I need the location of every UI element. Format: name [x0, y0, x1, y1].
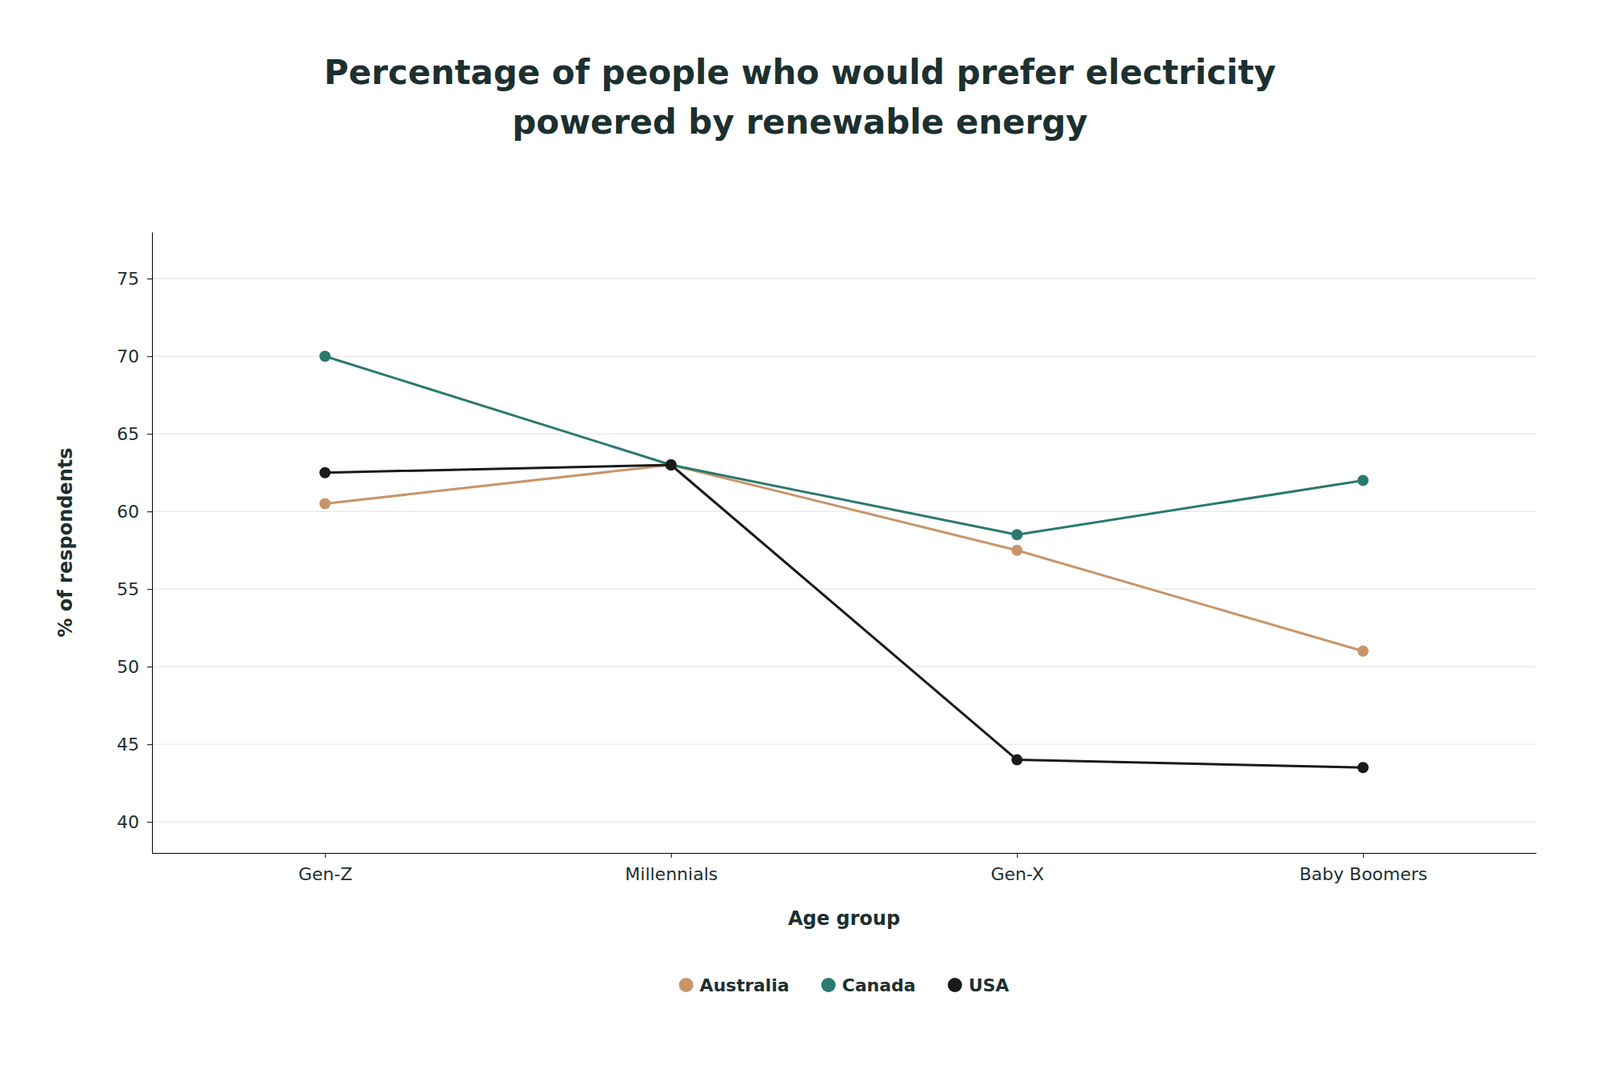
series-line: [324, 356, 1364, 535]
y-tick: 65: [116, 424, 152, 444]
grid-line: [152, 666, 1536, 668]
data-point: [1011, 528, 1023, 540]
series: [319, 350, 1369, 540]
x-axis-line: [152, 852, 1537, 854]
y-tick: 40: [116, 812, 152, 832]
x-tick: Millennials: [624, 852, 718, 884]
grid-line: [152, 433, 1536, 435]
y-tick-mark: [147, 278, 152, 280]
y-tick-label: 65: [116, 424, 140, 444]
chart-svg: Percentage of people who would prefer el…: [0, 0, 1600, 1069]
x-tick-label: Gen-Z: [298, 864, 353, 884]
x-axis-title: Age group: [788, 907, 900, 930]
y-tick-mark: [147, 511, 152, 512]
legend-label: USA: [968, 975, 1010, 996]
y-tick: 45: [116, 734, 152, 755]
y-axis: 40 45 50 55 60 65 70 75: [116, 232, 153, 854]
x-tick: Baby Boomers: [1299, 852, 1428, 884]
y-tick-label: 40: [116, 812, 140, 832]
y-tick-mark: [147, 433, 152, 435]
legend-item: USA: [948, 975, 1010, 996]
x-tick-mark: [1363, 852, 1364, 858]
series-line: [324, 464, 1364, 652]
y-tick: 70: [116, 346, 152, 367]
grid: [152, 278, 1536, 822]
grid-line: [152, 821, 1536, 823]
y-tick-label: 50: [116, 656, 140, 677]
title-group: Percentage of people who would prefer el…: [324, 52, 1276, 142]
y-tick-mark: [147, 588, 152, 590]
legend-item: Australia: [679, 975, 790, 996]
legend-marker: [679, 977, 694, 992]
legend-label: Australia: [700, 975, 790, 996]
x-tick-label: Baby Boomers: [1299, 864, 1428, 884]
y-tick-label: 45: [116, 734, 140, 755]
y-tick-mark: [147, 666, 152, 668]
legend-marker: [821, 977, 836, 992]
legend: Australia Canada USA: [679, 975, 1010, 996]
y-tick: 55: [116, 579, 152, 600]
x-tick: Gen-Z: [298, 852, 353, 884]
y-tick: 60: [116, 501, 152, 522]
y-tick-mark: [147, 744, 152, 745]
plot-area: [319, 350, 1369, 773]
grid-line: [152, 356, 1536, 357]
y-tick-label: 55: [116, 579, 140, 600]
data-point: [665, 459, 677, 471]
x-axis: Gen-Z Millennials Gen-X Baby Boomers: [152, 852, 1537, 884]
y-tick-mark: [147, 356, 152, 357]
grid-line: [152, 278, 1536, 280]
y-tick: 50: [116, 656, 152, 677]
data-point: [665, 459, 677, 471]
y-tick: 75: [116, 268, 152, 289]
series: [319, 459, 1369, 657]
data-point: [1011, 754, 1023, 766]
x-tick: Gen-X: [991, 852, 1044, 884]
chart-container: Percentage of people who would prefer el…: [0, 0, 1600, 1069]
y-tick-label: 70: [116, 346, 140, 367]
chart-title: Percentage of people who would prefer el…: [324, 52, 1276, 92]
legend-label: Canada: [842, 975, 916, 996]
x-tick-label: Millennials: [624, 864, 718, 884]
legend-item: Canada: [821, 975, 916, 996]
x-tick-mark: [1016, 852, 1018, 858]
y-axis-title: % of respondents: [54, 447, 77, 637]
data-point: [1011, 544, 1023, 556]
y-tick-label: 75: [116, 268, 140, 289]
legend-marker: [948, 977, 963, 992]
data-point: [665, 459, 677, 471]
data-point: [1357, 474, 1369, 486]
x-tick-mark: [324, 852, 326, 858]
x-tick-mark: [671, 852, 672, 858]
grid-line: [152, 511, 1536, 512]
data-point: [319, 350, 331, 362]
data-point: [319, 467, 331, 479]
chart-title: powered by renewable energy: [512, 102, 1088, 142]
series: [319, 459, 1369, 773]
y-tick-mark: [147, 821, 152, 823]
grid-line: [152, 588, 1536, 590]
x-tick-label: Gen-X: [991, 864, 1044, 884]
grid-line: [152, 744, 1536, 745]
data-point: [1357, 761, 1369, 773]
y-tick-label: 60: [116, 501, 140, 522]
y-axis-line: [152, 232, 153, 854]
data-point: [319, 498, 331, 510]
series-line: [324, 464, 1364, 768]
data-point: [1357, 645, 1369, 657]
